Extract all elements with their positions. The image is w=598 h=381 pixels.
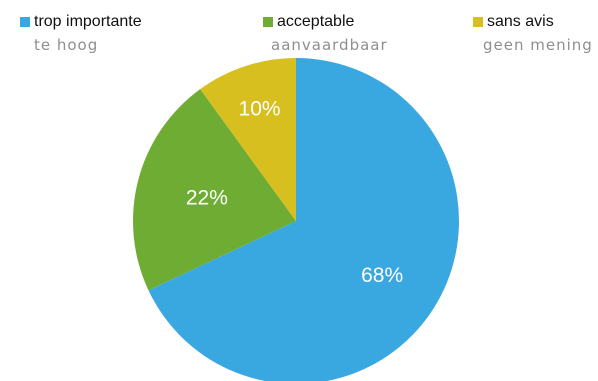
pie-slice-trop-importante bbox=[148, 58, 459, 381]
legend-swatch-acceptable bbox=[263, 17, 273, 27]
legend-sublabel-aanvaardbaar: aanvaardbaar bbox=[271, 36, 388, 54]
pie-slice-acceptable bbox=[132, 89, 296, 291]
pie-label-sans-avis: 10% bbox=[239, 97, 281, 120]
legend-sublabel-geen-mening: geen mening bbox=[483, 36, 593, 54]
legend-label-trop-importante: trop importante bbox=[34, 13, 142, 30]
legend-swatch-sans-avis bbox=[473, 17, 483, 27]
pie-slice-labels: 68% 22% 10% bbox=[186, 97, 403, 287]
legend-item-sans-avis: sans avis geen mening bbox=[473, 12, 593, 55]
pie-slices bbox=[132, 58, 459, 381]
pie-label-acceptable: 22% bbox=[186, 187, 228, 210]
legend-sublabel-te-hoog: te hoog bbox=[34, 36, 99, 54]
legend-item-acceptable: acceptable aanvaardbaar bbox=[263, 12, 388, 55]
legend-swatch-trop-importante bbox=[20, 17, 30, 27]
pie-label-trop-importante: 68% bbox=[361, 264, 403, 287]
pie-slice-sans-avis bbox=[200, 58, 296, 221]
legend-label-sans-avis: sans avis bbox=[487, 13, 554, 30]
legend-label-acceptable: acceptable bbox=[277, 13, 355, 30]
legend-item-trop-importante: trop importante te hoog bbox=[20, 12, 142, 55]
